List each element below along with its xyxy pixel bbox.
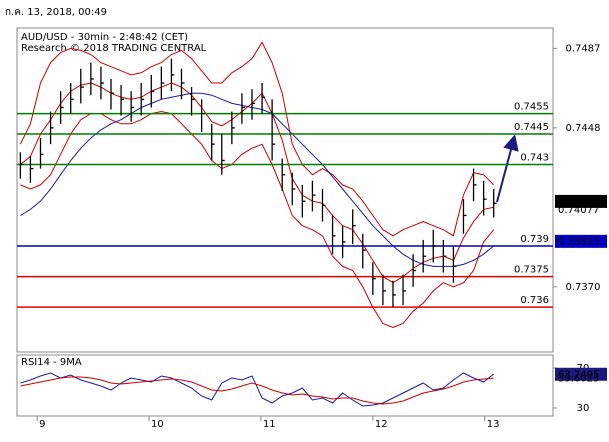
series-line	[20, 376, 494, 405]
y-tick-label: 0.7487	[566, 43, 601, 54]
x-tick-label: 13	[487, 419, 500, 430]
rsi-title: RSI14 - 9MA	[21, 357, 82, 368]
series-line	[20, 82, 494, 284]
level-label: 0.736	[520, 295, 549, 306]
y-tick-label: 0.7448	[566, 123, 601, 134]
price-tag: 0.73923	[558, 236, 599, 247]
series-line	[19, 41, 495, 237]
x-tick-label: 11	[263, 419, 276, 430]
price-tag: 63.7405	[558, 369, 599, 380]
level-label: 0.7445	[514, 122, 549, 133]
x-tick-label: 12	[375, 419, 388, 430]
price-tag: 59.6025	[558, 373, 599, 384]
price-tag-box	[555, 194, 607, 208]
level-label: 0.739	[520, 234, 549, 245]
series-line	[20, 372, 495, 407]
price-tag: 0.74077	[558, 205, 599, 216]
y-tick-label: 0.7370	[566, 282, 601, 293]
level-label: 0.7375	[514, 265, 549, 276]
chart-subtitle: Research © 2018 TRADING CENTRAL	[21, 43, 207, 54]
x-tick-label: 9	[39, 419, 45, 430]
price-tag-box	[555, 234, 607, 248]
level-label: 0.743	[520, 153, 549, 164]
price-tag: 0.74119	[558, 196, 599, 207]
forecast-arrow	[496, 134, 519, 203]
series-line	[20, 92, 495, 267]
level-label: 0.7455	[514, 102, 549, 113]
price-panel	[16, 27, 554, 353]
timestamp: ก.ค. 13, 2018, 00:49	[5, 7, 107, 18]
price-tag-box	[555, 367, 607, 381]
rsi-panel	[16, 354, 554, 417]
y-tick-label: 30	[577, 403, 590, 414]
x-tick-label: 10	[151, 419, 164, 430]
chart-title: AUD/USD - 30min - 2:48:42 (CET)	[21, 32, 188, 43]
